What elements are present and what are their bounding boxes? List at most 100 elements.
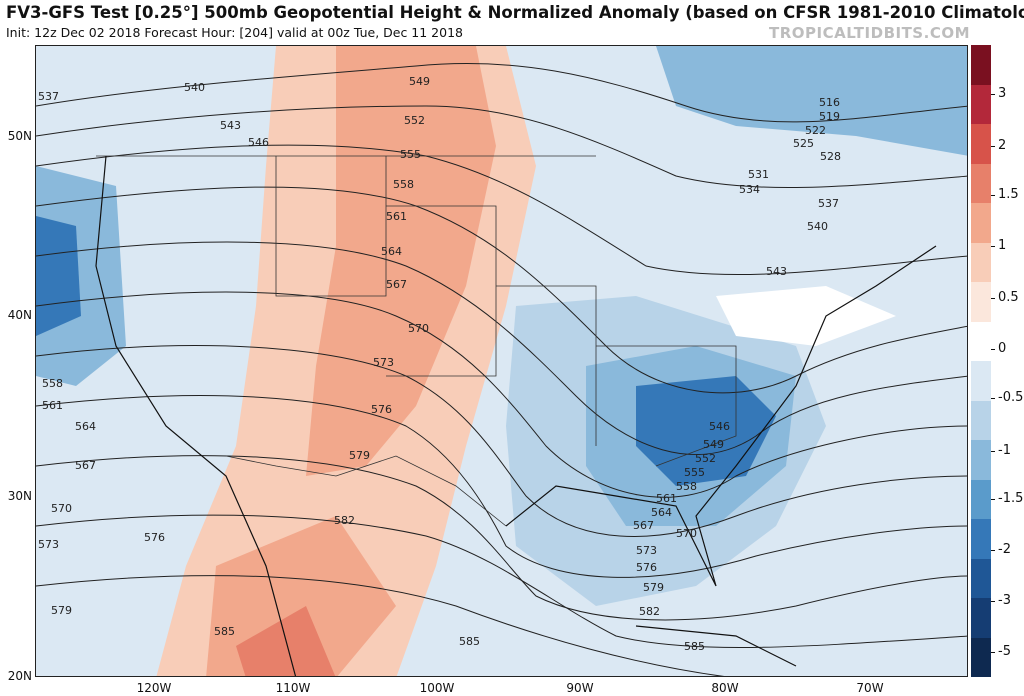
colorbar [971,45,991,677]
political-borders [96,155,737,527]
contour-label: 540 [807,220,828,233]
lat-label: 40N [7,308,32,322]
colorbar-tick-mark [991,652,995,653]
coastlines [95,155,937,676]
contour-label: 546 [248,136,269,149]
contour-line [36,291,967,498]
lon-label: 70W [856,681,884,695]
colorbar-tick-label: -2 [998,542,1011,557]
contour-label: 519 [819,110,840,123]
contour-label: 540 [184,81,205,94]
contour-label: 555 [400,148,421,161]
colorbar-tick-mark [991,298,995,299]
colorbar-segment [971,361,991,401]
contour-label: 585 [214,625,235,638]
colorbar-segment [971,124,991,164]
contour-label: 558 [42,377,63,390]
contour-label: 570 [408,322,429,335]
colorbar-segment [971,163,991,203]
chart-subtitle: Init: 12z Dec 02 2018 Forecast Hour: [20… [6,25,463,40]
height-contours [36,62,967,676]
lon-label: 100W [419,681,455,695]
contour-label: 564 [75,420,96,433]
contour-label: 564 [651,506,672,519]
contour-line [36,395,967,578]
contour-label: 564 [381,245,402,258]
map-panel: 537 540 543 546 549 552 555 558 561 564 … [35,45,968,677]
contour-label: 585 [459,635,480,648]
colorbar-tick-mark [991,246,995,247]
contour-label: 516 [819,96,840,109]
contour-label: 573 [38,538,59,551]
contour-line [36,105,967,189]
map-svg [36,46,967,676]
colorbar-tick-mark [991,499,995,500]
contour-label: 567 [386,278,407,291]
contour-label: 546 [709,420,730,433]
contour-label: 543 [766,265,787,278]
contour-line [36,514,967,649]
gulf-atlantic-coast [505,245,937,587]
state-border [496,285,597,446]
colorbar-segment [971,242,991,282]
contour-label: 549 [409,75,430,88]
lat-label: 50N [7,129,32,143]
positive-anomaly-core [306,46,496,476]
chart-title: FV3-GFS Test [0.25°] 500mb Geopotential … [6,3,1024,22]
state-border [596,345,737,467]
colorbar-tick-mark [991,94,995,95]
contour-line [36,144,967,276]
contour-line [36,62,967,123]
colorbar-tick-label: -3 [998,593,1011,608]
colorbar-segment [971,519,991,559]
colorbar-tick-label: 3 [998,86,1007,101]
contour-label: 525 [793,137,814,150]
colorbar-segment [971,479,991,519]
contour-label: 582 [334,514,355,527]
contour-label: 567 [75,459,96,472]
contour-label: 561 [42,399,63,412]
contour-label: 561 [656,492,677,505]
contour-label: 579 [643,581,664,594]
contour-labels: 537 540 543 546 549 552 555 558 561 564 … [36,46,967,676]
colorbar-segment [971,440,991,480]
colorbar-segment [971,45,991,85]
us-mexico-border [225,455,507,527]
contour-label: 537 [38,90,59,103]
lat-label: 20N [7,669,32,683]
contour-label: 579 [51,604,72,617]
contour-label: 531 [748,168,769,181]
contour-label: 576 [371,403,392,416]
contour-label: 576 [144,531,165,544]
colorbar-segment [971,400,991,440]
contour-label: 552 [404,114,425,127]
lon-label: 80W [711,681,739,695]
contour-label: 537 [818,197,839,210]
contour-label: 528 [820,150,841,163]
contour-line [36,186,967,394]
contour-line [36,455,967,621]
colorbar-tick-label: -5 [998,644,1011,659]
colorbar-tick-label: 1.5 [998,187,1019,202]
west-coast-negative-anomaly [36,166,126,386]
colorbar-segment [971,321,991,361]
colorbar-tick-label: -0.5 [998,390,1024,405]
contour-label: 555 [684,466,705,479]
contour-label: 558 [393,178,414,191]
west-coast-negative-core [36,216,81,336]
contour-label: 576 [636,561,657,574]
colorbar-tick-label: 2 [998,138,1007,153]
contour-label: 534 [739,183,760,196]
lon-label: 120W [136,681,172,695]
colorbar-tick-label: -1.5 [998,491,1024,506]
contour-label: 552 [695,452,716,465]
colorbar-segment [971,598,991,638]
colorbar-tick-mark [991,195,995,196]
contour-line [36,575,725,676]
colorbar-segment [971,203,991,243]
contour-label: 549 [703,438,724,451]
contour-label: 579 [349,449,370,462]
contour-label: 573 [636,544,657,557]
colorbar-segment [971,558,991,598]
contour-label: 567 [633,519,654,532]
